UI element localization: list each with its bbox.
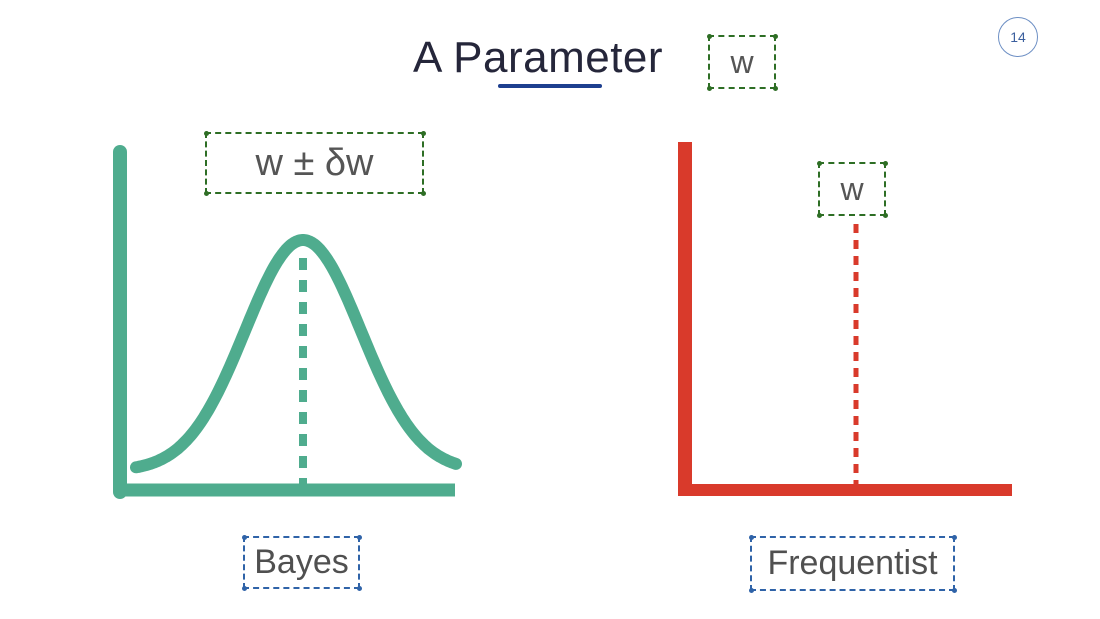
bayes-formula: w ± δw bbox=[255, 141, 374, 184]
frequentist-symbol: w bbox=[840, 170, 864, 207]
title-underline bbox=[498, 84, 602, 88]
bayes-axes bbox=[113, 145, 455, 499]
frequentist-symbol-box: w bbox=[816, 160, 888, 218]
bayes-bell-curve bbox=[130, 234, 462, 474]
bayes-label-box: Bayes bbox=[241, 534, 362, 591]
page-number-text: 14 bbox=[1010, 29, 1026, 45]
frequentist-label-box: Frequentist bbox=[748, 534, 957, 593]
title-parameter-box: w bbox=[706, 33, 778, 91]
frequentist-label: Frequentist bbox=[767, 544, 938, 582]
slide-title: A Parameter bbox=[413, 33, 664, 82]
title-parameter-symbol: w bbox=[730, 43, 754, 80]
frequentist-axes bbox=[678, 142, 1012, 496]
bayes-formula-box: w ± δw bbox=[203, 130, 426, 196]
page-number: 14 bbox=[998, 17, 1038, 57]
bayes-label: Bayes bbox=[254, 543, 349, 581]
